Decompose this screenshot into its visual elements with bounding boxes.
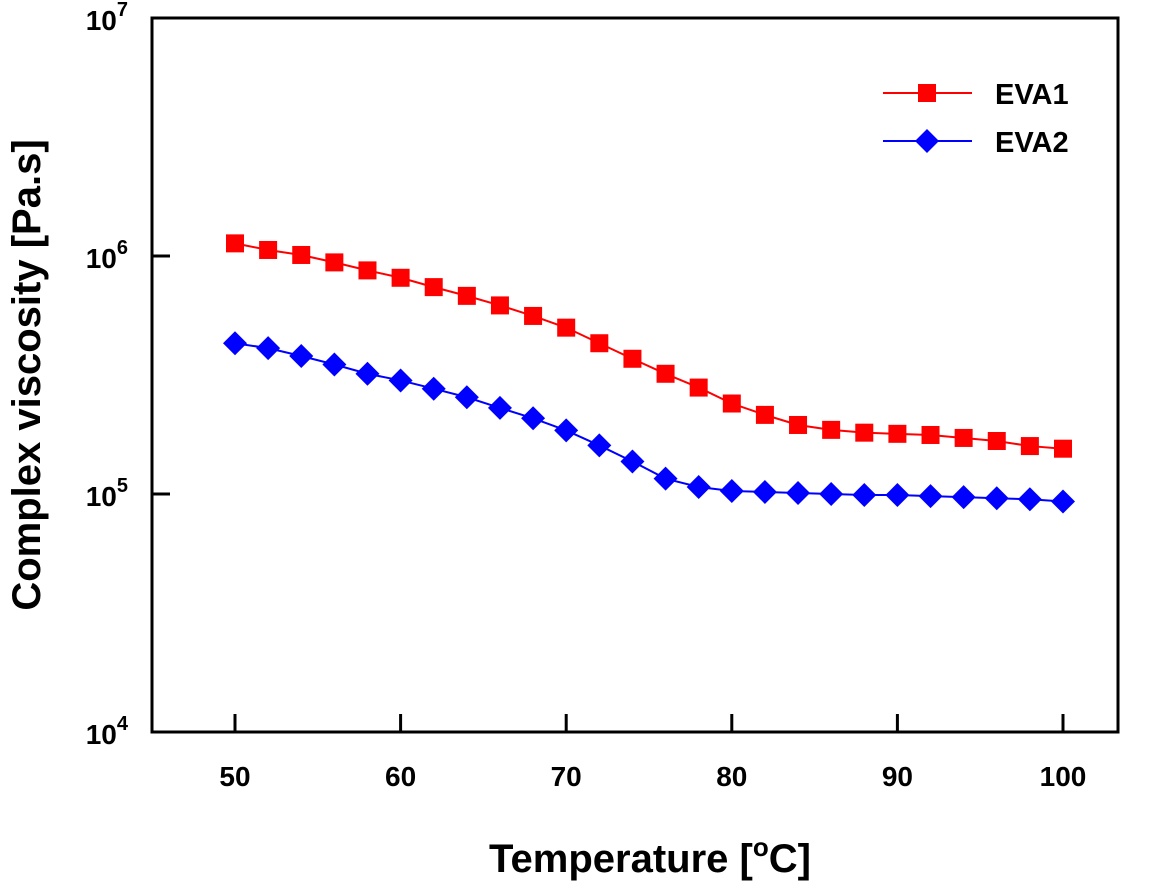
y-tick-label-10000: 104 [86,713,129,750]
data-point-eva2-50 [223,331,247,356]
series-eva2 [223,331,1075,514]
data-point-eva2-52 [256,336,281,361]
data-point-eva1-98 [1020,437,1039,456]
legend-item-eva1: EVA1 [883,79,1069,111]
y-tick-label-100000: 105 [86,475,128,512]
data-point-eva2-84 [786,480,811,505]
data-point-eva2-56 [322,352,347,377]
data-point-eva1-100 [1054,439,1072,458]
legend-marker-diamond [915,129,939,153]
data-point-eva1-94 [954,428,973,447]
data-point-eva1-56 [325,253,344,272]
data-point-eva2-60 [388,368,413,393]
data-point-eva1-64 [457,286,476,305]
data-point-eva1-74 [623,349,642,368]
y-tick-base: 10 [86,243,117,274]
x-axis-title-unit: C] [769,837,811,881]
y-tick-base: 10 [86,481,117,512]
data-point-eva1-60 [391,268,410,287]
data-point-eva1-78 [689,378,708,397]
x-tick-label-60: 60 [385,761,416,792]
y-tick-exponent: 7 [117,0,128,21]
plot-area-border [150,16,1120,734]
data-point-eva1-50 [226,234,244,253]
y-tick-base: 10 [86,5,117,36]
data-point-eva1-92 [921,425,940,444]
series-eva1 [226,234,1072,458]
data-point-eva1-54 [292,245,311,264]
x-tick-label-70: 70 [551,761,582,792]
data-point-eva1-96 [987,431,1006,450]
data-point-eva2-66 [487,395,512,420]
data-point-eva1-58 [358,261,377,280]
data-point-eva2-54 [289,344,314,369]
data-point-eva1-80 [722,394,741,413]
x-axis-title-main: Temperature [ [489,837,753,881]
data-point-eva2-62 [421,376,446,401]
x-axis-title-degree: o [753,832,769,862]
data-point-eva2-94 [951,485,976,510]
data-point-eva1-84 [789,415,808,434]
y-tick-label-1000000: 106 [86,237,128,274]
data-point-eva2-88 [852,483,877,508]
data-point-eva1-88 [855,423,874,442]
legend-label: EVA2 [995,127,1069,159]
x-axis-ticks: 50 60 70 80 90 100 [219,714,1086,792]
data-point-eva2-70 [554,418,579,443]
x-tick-label-50: 50 [219,761,250,792]
data-point-eva2-90 [885,483,910,508]
data-point-eva1-66 [490,296,509,315]
data-point-eva2-74 [620,449,645,474]
legend-label: EVA1 [995,79,1069,111]
legend-marker-square [918,84,936,102]
data-point-eva1-52 [259,240,278,259]
data-point-eva2-58 [355,361,380,386]
x-tick-label-80: 80 [716,761,747,792]
data-point-eva1-90 [888,424,907,443]
y-tick-label-10000000: 107 [86,0,128,36]
data-point-eva2-82 [752,479,777,504]
legend: EVA1 EVA2 [883,79,1069,159]
data-point-eva2-98 [1017,487,1042,512]
data-point-eva2-80 [719,478,744,503]
data-point-eva1-82 [755,405,774,424]
plot-frame [150,16,1120,734]
y-tick-base: 10 [86,719,117,750]
series-layer [223,234,1075,514]
x-tick-label-90: 90 [882,761,913,792]
data-point-eva2-68 [521,406,546,431]
data-point-eva1-86 [822,420,841,439]
data-point-eva2-92 [918,484,943,509]
data-point-eva2-76 [653,466,678,491]
y-tick-exponent: 5 [117,475,128,497]
data-point-eva2-86 [819,482,844,506]
x-tick-label-100: 100 [1040,761,1087,792]
data-point-eva2-64 [454,385,479,410]
data-point-eva1-62 [424,278,443,297]
data-point-eva1-70 [557,318,576,337]
data-point-eva1-68 [524,306,543,325]
y-tick-exponent: 4 [117,713,129,735]
data-point-eva2-72 [587,433,612,458]
y-tick-exponent: 6 [117,237,128,259]
data-point-eva2-96 [984,486,1009,511]
data-point-eva2-100 [1051,489,1075,514]
data-point-eva2-78 [686,475,711,500]
x-axis-title: Temperature [oC] [489,832,811,881]
data-point-eva1-76 [656,364,675,383]
y-axis-title: Complex viscosity [Pa.s] [5,139,49,610]
data-point-eva1-72 [590,334,609,353]
legend-item-eva2: EVA2 [883,127,1069,159]
